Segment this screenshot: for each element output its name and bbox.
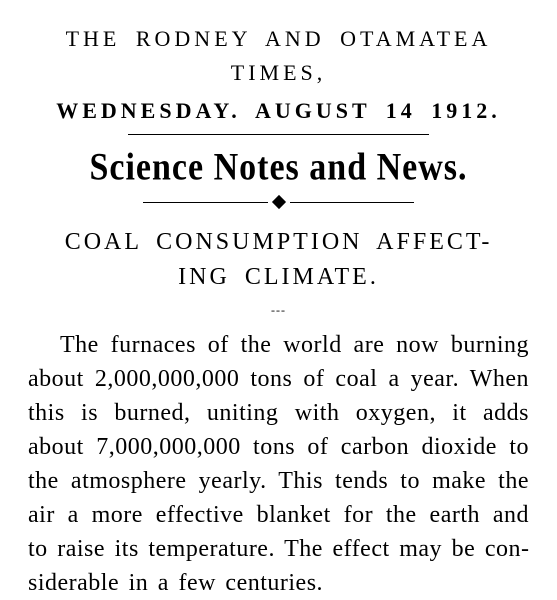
publication-date: WEDNESDAY. AUGUST 14 1912.: [28, 98, 529, 124]
section-title: Science Notes and News.: [28, 146, 529, 190]
diamond-icon: [271, 195, 285, 209]
ornament-line-left: [143, 202, 267, 203]
divider-rule: [128, 134, 429, 135]
article-headline: COAL CONSUMPTION AFFECT- ING CLIMATE.: [28, 225, 529, 295]
article-body: The furnaces of the world are now burnin…: [28, 328, 529, 600]
headline-line-1: COAL CONSUMPTION AFFECT-: [65, 229, 493, 255]
publication-name: THE RODNEY AND OTAMATEA TIMES,: [28, 22, 529, 90]
headline-line-2: ING CLIMATE.: [178, 264, 379, 290]
mini-divider: ---: [28, 303, 529, 318]
newspaper-clipping: THE RODNEY AND OTAMATEA TIMES, WEDNESDAY…: [0, 0, 557, 600]
ornament-line-right: [290, 202, 414, 203]
ornament-rule: [143, 197, 414, 207]
